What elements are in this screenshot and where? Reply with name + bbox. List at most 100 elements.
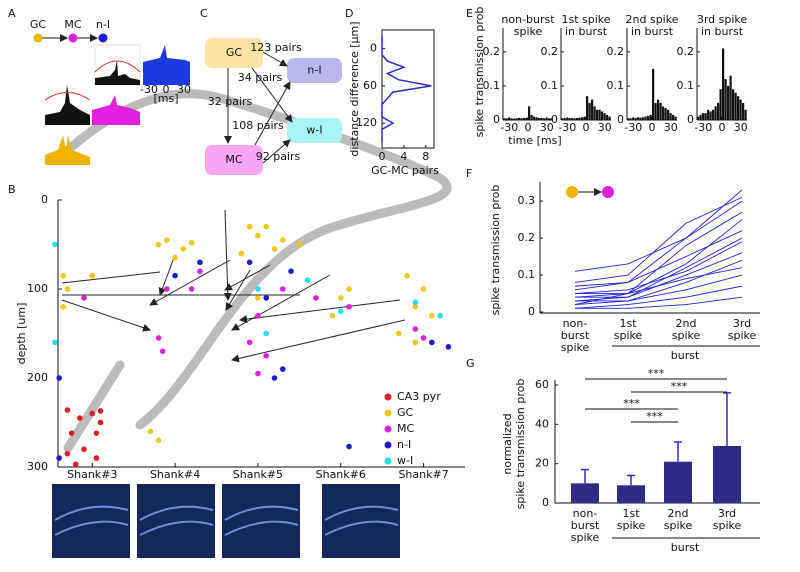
histogram-bar [709,111,712,120]
legend-label: n-I [397,438,411,451]
y-tick-label: 0.2 [677,45,695,58]
histogram-bar [588,102,591,120]
group-label: burst [671,541,700,554]
cell-point [412,299,419,306]
cell-point [429,312,435,319]
cell-point [304,277,311,283]
panel-label: D [345,7,353,20]
histogram-bar [629,118,632,120]
cell-point [263,295,270,301]
edge-label: 108 pairs [232,119,284,132]
y-tick-label: 0.2 [541,45,559,58]
histogram-bar [528,106,531,120]
node-label: GC [226,46,243,59]
legend-label: CA3 pyr [397,390,441,403]
histogram-bar [744,109,747,120]
legend-label: MC [397,422,414,435]
histogram-bar [739,99,742,120]
subplot-title: 1st spike in burst [561,13,611,38]
data-line [574,196,743,283]
cell-point [64,450,71,457]
cell-point [420,335,427,341]
x-tick-label: 1st spike [616,507,646,532]
histogram-bar [568,117,571,120]
histogram-bar [550,118,553,120]
y-tick-label: 200 [27,371,48,384]
histogram-bar [727,85,730,120]
x-tick-label: Shank#4 [150,468,200,481]
cell-point [164,286,170,292]
histogram-bar [518,117,521,120]
x-tick-label: Shank#7 [398,468,448,481]
cell-point [68,430,75,436]
bar [664,461,692,503]
cell-point [155,437,162,444]
cell-point [346,286,352,292]
histogram-bar [654,102,657,120]
cell-point [56,455,62,461]
edge-label: 34 pairs [238,71,283,84]
histogram-bar [548,118,551,120]
histogram-bar [543,118,546,120]
cell-point [288,268,294,275]
cell-point [263,223,270,230]
x-tick-label: 3rd spike [712,507,742,532]
histogram-bar [737,96,740,120]
x-tick-label: -30 [694,121,712,134]
histogram-bar [523,117,526,120]
histogram-bar [540,117,543,120]
histogram-bar [657,99,660,120]
x-tick-label: non-burst spike [560,317,590,354]
histology-images [52,484,400,558]
cell-point [255,295,261,301]
x-tick-label: 30 [664,121,678,134]
node-box [205,145,263,175]
x-tick-label: 2nd spike [663,507,693,532]
subplot-title: 3rd spike in burst [696,13,748,38]
x-tick-label: 30 [177,83,191,96]
histogram-bar [652,68,655,120]
cell-dot [68,33,78,43]
x-tick-label: -30 [624,121,642,134]
cell-label: MC [64,18,81,31]
histogram-bar [704,113,707,120]
layer-outline [63,360,125,453]
data-line [574,200,743,291]
histogram-bar [639,117,642,120]
cell-point [279,366,286,372]
cell-point [437,312,443,319]
histogram-bar [581,117,584,120]
panel-label: F [466,167,472,180]
histogram-bar [525,117,528,120]
cell-point [263,352,270,359]
histogram-bar [561,118,564,120]
cell-point [246,259,253,266]
histogram-bar [742,102,745,120]
data-line [575,296,743,309]
x-axis-label: GC-MC pairs [371,164,439,177]
cell-point [52,241,58,248]
legend-label: GC [397,406,414,419]
histogram-bar [583,116,586,120]
legend-marker [384,425,392,433]
edge-label: 92 pairs [256,150,301,163]
data-line [574,274,743,306]
node-label: n-I [307,64,321,77]
histogram-bar [659,102,662,120]
cell-point [420,286,427,292]
histogram-bar [508,117,511,120]
histogram-bar [717,102,720,120]
cell-dot [566,186,578,198]
cell-label: GC [30,18,47,31]
panel-label: B [8,183,16,196]
cell-point [89,272,96,279]
cell-dot [33,33,43,43]
histogram-bar [724,79,727,120]
y-axis-label: distance difference [μm] [348,21,361,156]
y-tick-label: 120 [356,116,377,129]
x-tick-label: Shank#6 [316,468,366,481]
cell-point [188,286,195,292]
histogram-bar [734,92,737,120]
